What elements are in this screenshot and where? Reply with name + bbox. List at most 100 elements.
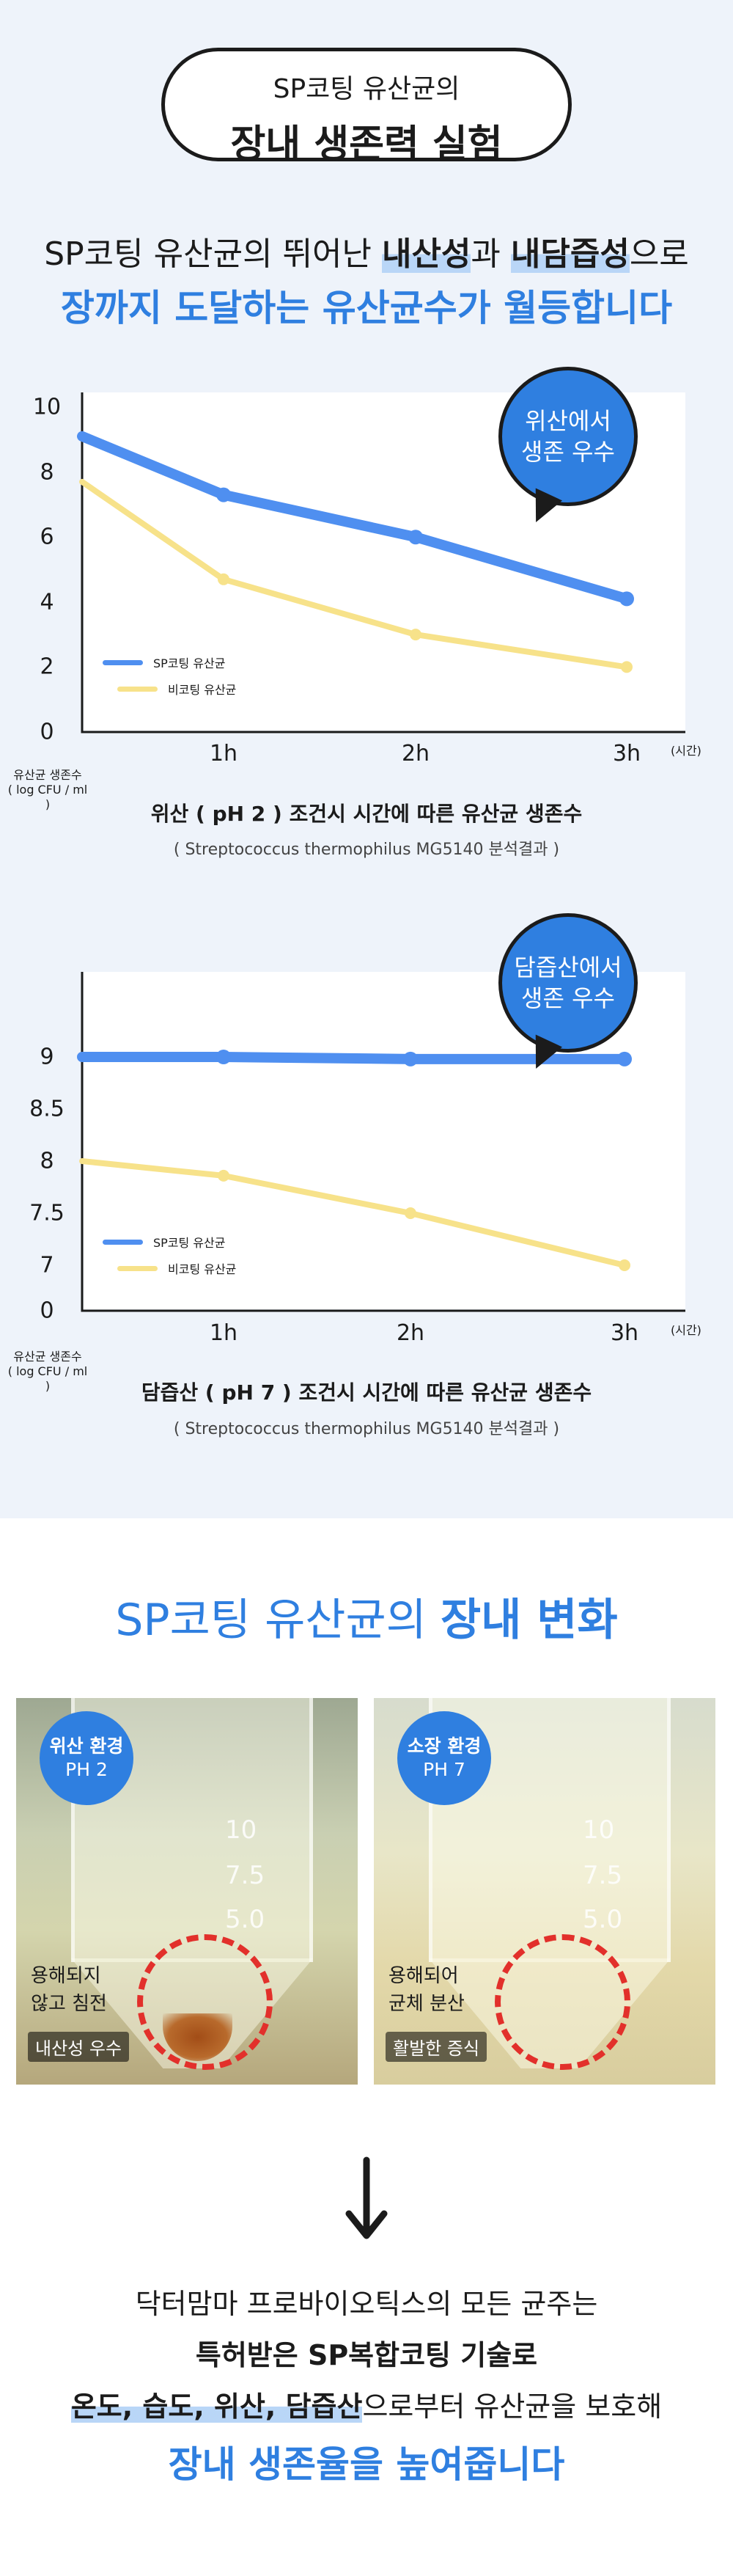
legend-item-sp: SP코팅 유산균 xyxy=(103,649,236,676)
badge-title: 위산 환경 xyxy=(49,1735,124,1757)
legend-item-non: 비코팅 유산균 xyxy=(103,676,236,702)
y-tick: 8 xyxy=(40,459,54,486)
bubble-line1: 담즙산에서 xyxy=(514,954,622,981)
data-point xyxy=(218,573,229,585)
x-axis-unit: (시간) xyxy=(671,1323,701,1337)
photo-text-line2: 균체 분산 xyxy=(388,1993,465,2015)
legend-swatch xyxy=(117,1265,158,1271)
chart-subcaption: ( Streptococcus thermophilus MG5140 분석결과… xyxy=(173,841,560,859)
dashed-circle xyxy=(495,1934,630,2070)
y-tick: 8.5 xyxy=(29,1096,65,1122)
photo-tag: 내산성 우수 xyxy=(28,2032,130,2062)
intro-highlight-bile: 내담즙성 xyxy=(510,235,630,273)
tube-mark: 5.0 xyxy=(583,1905,623,1934)
data-point xyxy=(621,661,633,673)
y-tick: 6 xyxy=(40,524,54,550)
x-axis-unit: (시간) xyxy=(671,744,701,758)
badge-ph: PH 2 xyxy=(65,1759,108,1780)
y-tick: 2 xyxy=(40,654,54,680)
section-title: SP코팅 유산균의 장내 변화 xyxy=(0,1584,733,1648)
data-point xyxy=(218,1169,229,1182)
y-tick: 0 xyxy=(40,719,54,745)
data-point xyxy=(408,530,423,545)
data-point xyxy=(216,487,231,502)
tube-mark: 7.5 xyxy=(225,1861,265,1890)
data-point xyxy=(619,1259,630,1271)
outro-line4: 장내 생존율을 높여줍니다 xyxy=(168,2443,565,2486)
badge-ph: PH 7 xyxy=(423,1759,465,1780)
section-title-plain: SP코팅 유산균의 xyxy=(115,1595,441,1646)
tube-mark: 10 xyxy=(225,1815,257,1845)
series-line-sp xyxy=(77,431,632,604)
chart-caption: 담즙산 ( pH 7 ) 조건시 시간에 따른 유산균 생존수 xyxy=(141,1380,592,1405)
x-tick: 2h xyxy=(401,741,430,766)
section-title-bold: 장내 변화 xyxy=(440,1595,618,1646)
photo-text-line2: 않고 침전 xyxy=(31,1993,107,2015)
data-point xyxy=(405,1207,416,1219)
legend-item-sp: SP코팅 유산균 xyxy=(103,1229,236,1255)
y-tick: 9 xyxy=(40,1044,54,1070)
legend-item-non: 비코팅 유산균 xyxy=(103,1255,236,1281)
env-badge: 위산 환경 PH 2 xyxy=(40,1711,133,1805)
legend-label: 비코팅 유산균 xyxy=(168,683,237,697)
bubble-line2: 생존 우수 xyxy=(521,984,615,1012)
bubble-line2: 생존 우수 xyxy=(521,438,615,466)
data-point xyxy=(216,1050,231,1064)
legend-label: SP코팅 유산균 xyxy=(153,1236,226,1250)
series-line-non xyxy=(79,1158,627,1268)
outro-line1: 닥터맘마 프로바이오틱스의 모든 균주는 xyxy=(135,2288,598,2320)
intro-line2: 장까지 도달하는 유산균수가 월등합니다 xyxy=(60,287,673,329)
legend-swatch xyxy=(103,1239,143,1245)
y-axis-label-line2: ( log CFU / ml ) xyxy=(7,783,88,811)
chart-axes xyxy=(81,972,685,1312)
photo-text-line1: 용해되어 xyxy=(388,1965,459,1987)
data-point xyxy=(403,1051,418,1066)
pill-title: 장내 생존력 실험 xyxy=(230,122,503,167)
legend-label: 비코팅 유산균 xyxy=(168,1262,237,1276)
chart-gastric-acid: 10 8 6 4 2 0 1h 2h 3h (시간) 유산균 생존수( log … xyxy=(0,352,733,880)
photo-text-line1: 용해되지 xyxy=(31,1965,101,1987)
y-tick: 7 xyxy=(40,1252,54,1278)
x-tick: 1h xyxy=(209,741,238,766)
chart-legend: SP코팅 유산균 비코팅 유산균 xyxy=(103,649,236,702)
outro-line3-post: 으로부터 유산균을 보호해 xyxy=(362,2390,663,2423)
intro-post: 으로 xyxy=(629,235,689,273)
experiment-section: SP코팅 유산균의 장내 생존력 실험 SP코팅 유산균의 뛰어난 내산성과 내… xyxy=(0,0,733,1518)
outro-line2: 특허받은 SP복합코팅 기술로 xyxy=(195,2339,538,2371)
intro-highlight-acid: 내산성 xyxy=(381,235,471,273)
y-tick: 8 xyxy=(40,1148,54,1174)
legend-label: SP코팅 유산균 xyxy=(153,656,226,670)
tube-mark: 7.5 xyxy=(583,1861,623,1890)
intro-mid: 과 xyxy=(471,235,511,273)
chart-subcaption: ( Streptococcus thermophilus MG5140 분석결과… xyxy=(173,1420,560,1438)
legend-swatch xyxy=(103,659,143,665)
tube-mark: 10 xyxy=(583,1815,615,1845)
legend-swatch xyxy=(117,686,158,692)
chart-legend: SP코팅 유산균 비코팅 유산균 xyxy=(103,1229,236,1281)
data-point xyxy=(619,591,634,607)
y-axis-label-line2: ( log CFU / ml ) xyxy=(7,1364,88,1393)
dashed-circle xyxy=(137,1934,273,2070)
outro-line3: 온도, 습도, 위산, 담즙산으로부터 유산균을 보호해 xyxy=(0,2384,733,2424)
y-tick: 10 xyxy=(32,394,62,420)
series-line-sp xyxy=(77,1052,630,1064)
intro-line1: SP코팅 유산균의 뛰어난 내산성과 내담즙성으로 xyxy=(0,227,733,274)
x-tick: 3h xyxy=(612,741,641,766)
y-axis-label: 유산균 생존수( log CFU / ml ) xyxy=(7,1350,88,1394)
intro-pre: SP코팅 유산균의 뛰어난 xyxy=(44,235,382,273)
chart-axes xyxy=(81,392,685,733)
tube-mark: 5.0 xyxy=(225,1905,265,1934)
photo-intestine: 10 7.5 5.0 소장 환경 PH 7 용해되어 균체 분산 활발한 증식 xyxy=(374,1698,715,2085)
data-point xyxy=(617,1051,632,1066)
arrow-down-icon xyxy=(345,2156,388,2239)
chart-bile-acid: 9 8.5 8 7.5 7 0 1h 2h 3h (시간) 유산균 생존수( l… xyxy=(0,913,733,1456)
speech-bubble: 위산에서 생존 우수 xyxy=(498,367,638,506)
pill-subtitle: SP코팅 유산균의 xyxy=(273,74,460,104)
env-badge: 소장 환경 PH 7 xyxy=(397,1711,491,1805)
outro-highlight: 온도, 습도, 위산, 담즙산 xyxy=(70,2390,363,2423)
y-axis-label-line1: 유산균 생존수 xyxy=(13,1350,82,1364)
